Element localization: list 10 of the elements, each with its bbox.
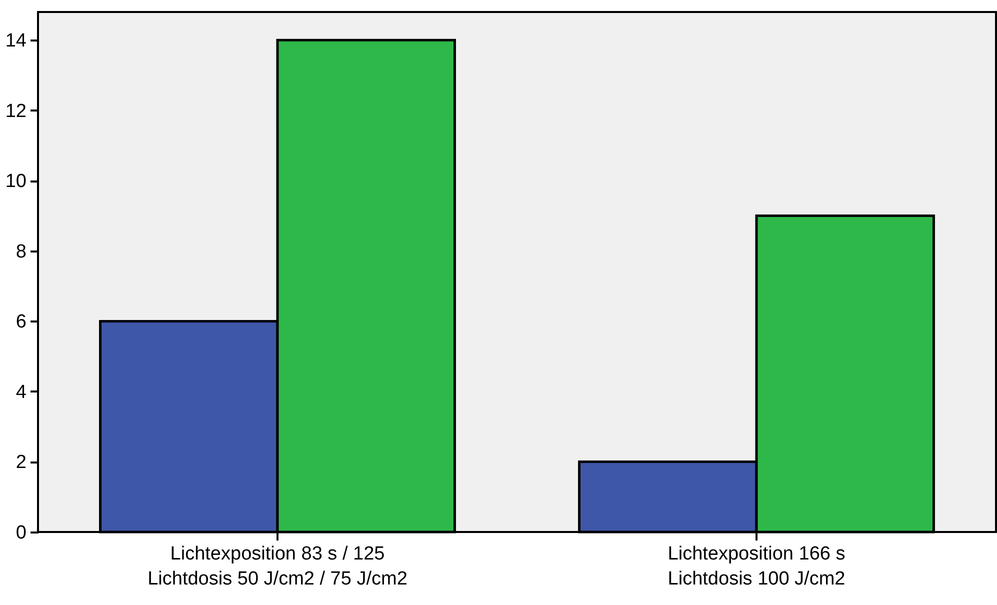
y-tick-label: 0	[16, 522, 26, 544]
y-tick-label: 12	[5, 100, 26, 122]
x-tick-label: Lichtexposition 166 s Lichtdosis 100 J/cm2	[668, 544, 846, 590]
y-tick-label: 6	[16, 312, 26, 333]
x-tick-label: Lichtexposition 83 s / 125 Lichtdosis 50 J/cm2 / 75 J/cm2	[148, 544, 408, 590]
y-tick-label: 14	[5, 30, 27, 52]
y-tick-label: 4	[16, 382, 27, 403]
y-tick-label: 2	[16, 452, 26, 474]
y-tick-label: 8	[16, 241, 26, 262]
y-tick-label: 10	[5, 171, 26, 192]
